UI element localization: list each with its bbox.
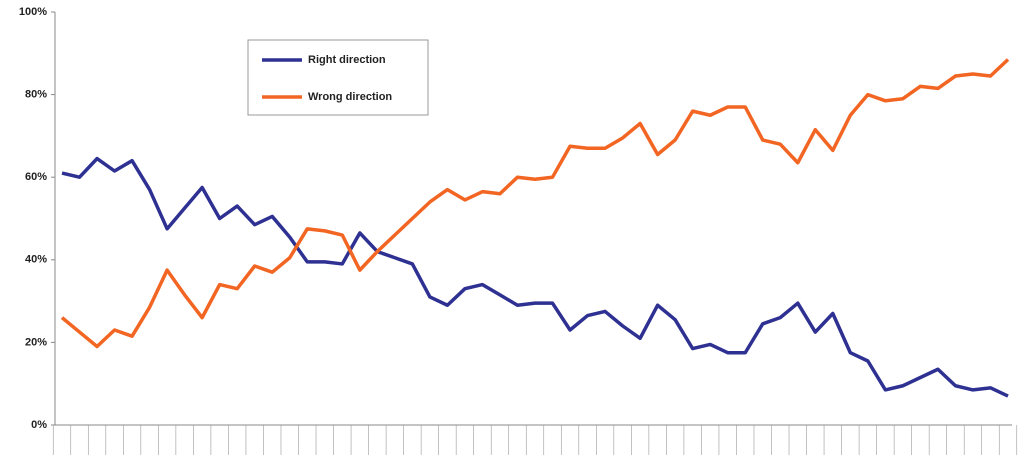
y-tick-label: 0% bbox=[31, 419, 47, 431]
y-tick-label: 80% bbox=[25, 89, 47, 101]
y-tick-label: 20% bbox=[25, 336, 47, 348]
series-line bbox=[60, 58, 1010, 349]
y-tick-label: 40% bbox=[25, 254, 47, 266]
legend-label: Right direction bbox=[308, 54, 386, 66]
y-tick-label: 100% bbox=[19, 6, 47, 18]
series-line bbox=[61, 156, 1009, 398]
y-tick-label: 60% bbox=[25, 171, 47, 183]
legend-box bbox=[247, 39, 429, 116]
legend-label: Wrong direction bbox=[308, 91, 392, 103]
